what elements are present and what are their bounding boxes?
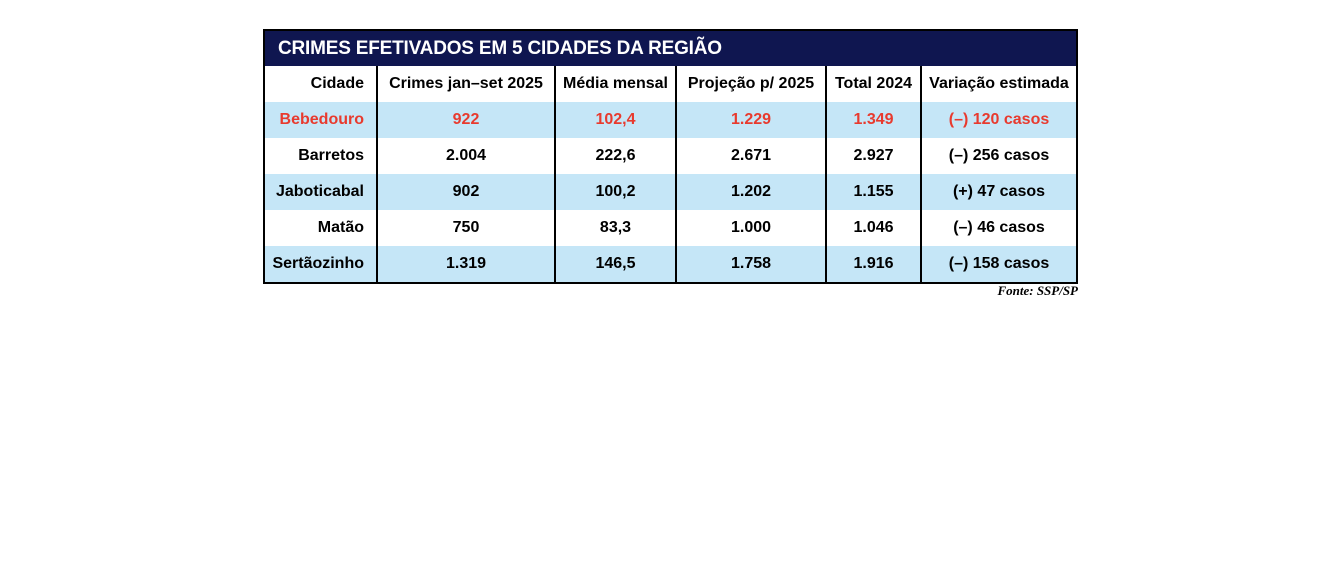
column-header-crimes-jan-set-2025: Crimes jan–set 2025 xyxy=(376,66,555,102)
cell-variacao-estimada: (–) 256 casos xyxy=(920,138,1076,174)
cell-variacao-estimada: (–) 120 casos xyxy=(920,102,1076,138)
cell-projecao-2025: 1.758 xyxy=(675,246,826,282)
crime-table: CRIMES EFETIVADOS EM 5 CIDADES DA REGIÃO… xyxy=(263,29,1078,284)
cell-variacao-estimada: (–) 158 casos xyxy=(920,246,1076,282)
cell-total-2024: 1.155 xyxy=(825,174,921,210)
cell-variacao-estimada: (+) 47 casos xyxy=(920,174,1076,210)
data-grid: Cidade Crimes jan–set 2025 Média mensal … xyxy=(265,66,1076,282)
cell-variacao-estimada: (–) 46 casos xyxy=(920,210,1076,246)
cell-crimes-jan-set-2025: 2.004 xyxy=(376,138,555,174)
cell-total-2024: 1.349 xyxy=(825,102,921,138)
cell-total-2024: 1.046 xyxy=(825,210,921,246)
cell-crimes-jan-set-2025: 750 xyxy=(376,210,555,246)
cell-projecao-2025: 1.000 xyxy=(675,210,826,246)
cell-crimes-jan-set-2025: 922 xyxy=(376,102,555,138)
column-header-projecao-2025: Projeção p/ 2025 xyxy=(675,66,826,102)
source-note: Fonte: SSP/SP xyxy=(997,283,1078,298)
table-title: CRIMES EFETIVADOS EM 5 CIDADES DA REGIÃO xyxy=(265,31,1076,66)
cell-cidade: Barretos xyxy=(298,147,364,164)
table-row: Bebedouro 922 102,4 1.229 1.349 (–) 120 casos xyxy=(265,102,1076,138)
table-row: Sertãozinho 1.319 146,5 1.758 1.916 (–) 158 c… xyxy=(265,246,1076,282)
cell-cidade: Bebedouro xyxy=(279,111,364,128)
column-header-cidade: Cidade xyxy=(265,66,377,102)
table-row: Barretos 2.004 222,6 2.671 2.927 (–) 256 caso… xyxy=(265,138,1076,174)
cell-projecao-2025: 2.671 xyxy=(675,138,826,174)
cell-total-2024: 1.916 xyxy=(825,246,921,282)
header-row: Cidade Crimes jan–set 2025 Média mensal … xyxy=(265,66,1076,102)
cell-media-mensal: 102,4 xyxy=(554,102,676,138)
table-row: Matão 750 83,3 1.000 1.046 (–) 46 casos xyxy=(265,210,1076,246)
cell-cidade: Sertãozinho xyxy=(272,255,364,272)
column-header-media-mensal: Média mensal xyxy=(554,66,676,102)
table-row: Jaboticabal 902 100,2 1.202 1.155 (+) 47 caso… xyxy=(265,174,1076,210)
cell-projecao-2025: 1.202 xyxy=(675,174,826,210)
cell-media-mensal: 222,6 xyxy=(554,138,676,174)
cell-projecao-2025: 1.229 xyxy=(675,102,826,138)
column-header-variacao-estimada: Variação estimada xyxy=(920,66,1076,102)
cell-media-mensal: 83,3 xyxy=(554,210,676,246)
cell-media-mensal: 100,2 xyxy=(554,174,676,210)
cell-cidade: Jaboticabal xyxy=(275,183,364,200)
cell-crimes-jan-set-2025: 1.319 xyxy=(376,246,555,282)
cell-total-2024: 2.927 xyxy=(825,138,921,174)
table-body: Bebedouro 922 102,4 1.229 1.349 (–) 120 casos… xyxy=(265,102,1076,282)
cell-media-mensal: 146,5 xyxy=(554,246,676,282)
cell-cidade: Matão xyxy=(317,219,364,236)
cell-crimes-jan-set-2025: 902 xyxy=(376,174,555,210)
column-header-total-2024: Total 2024 xyxy=(825,66,921,102)
